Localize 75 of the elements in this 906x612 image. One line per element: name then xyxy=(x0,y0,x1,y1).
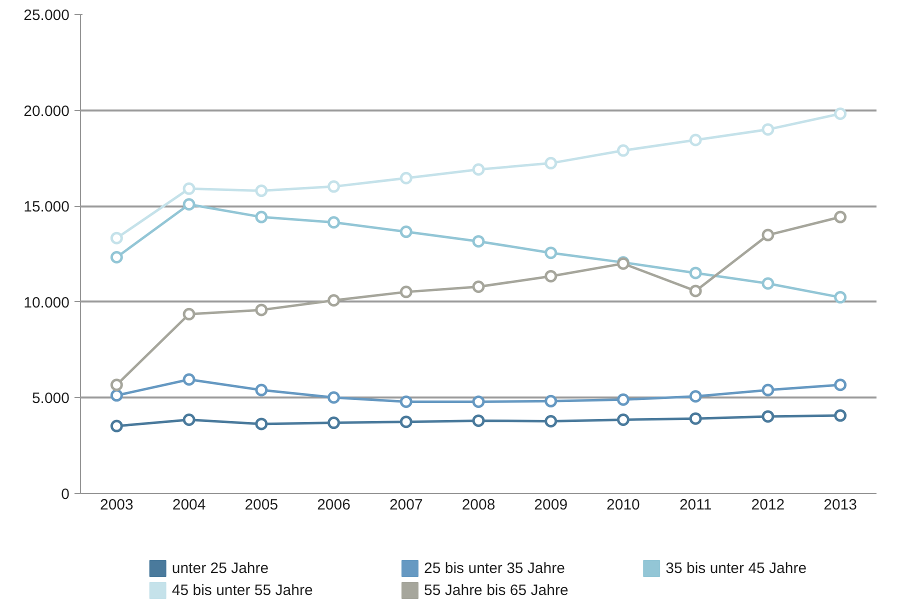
point xyxy=(255,418,268,430)
x-tick-label: 2007 xyxy=(389,496,423,514)
point xyxy=(328,416,340,430)
point xyxy=(110,378,123,392)
point xyxy=(182,373,196,386)
point xyxy=(544,246,558,260)
point xyxy=(182,308,196,320)
point xyxy=(544,156,558,170)
point xyxy=(255,304,268,316)
point xyxy=(834,210,847,224)
x-tick-label: 2008 xyxy=(462,496,496,514)
legend-label: unter 25 Jahre xyxy=(172,560,269,577)
x-tick-label: 2006 xyxy=(317,496,350,514)
y-tick-label: 15.000 xyxy=(24,198,70,216)
point xyxy=(110,420,123,432)
point xyxy=(400,226,412,238)
legend-label: 45 bis unter 55 Jahre xyxy=(172,582,313,599)
point xyxy=(834,409,847,422)
y-tick-label: 20.000 xyxy=(24,102,70,120)
point xyxy=(762,228,774,242)
point xyxy=(544,270,558,282)
point xyxy=(400,286,412,298)
point xyxy=(328,216,340,229)
point xyxy=(834,291,847,304)
point xyxy=(762,123,774,136)
point xyxy=(616,413,630,426)
point xyxy=(689,390,702,403)
point xyxy=(689,412,702,425)
point xyxy=(762,410,774,423)
point xyxy=(400,395,412,408)
point xyxy=(328,391,340,404)
x-tick-label: 2005 xyxy=(244,496,278,514)
legend-label: 35 bis unter 45 Jahre xyxy=(666,560,807,577)
point xyxy=(616,393,630,406)
point xyxy=(472,414,485,427)
point xyxy=(182,413,196,426)
point xyxy=(110,232,123,244)
point xyxy=(400,416,412,428)
point xyxy=(328,294,340,307)
point xyxy=(689,266,702,280)
y-tick-label: 0 xyxy=(61,486,70,503)
x-tick-label: 2009 xyxy=(534,496,568,514)
x-tick-label: 2011 xyxy=(679,496,712,514)
point xyxy=(544,394,558,408)
point xyxy=(255,384,268,396)
point xyxy=(255,210,268,224)
y-tick-label: 10.000 xyxy=(24,294,70,312)
point xyxy=(182,182,196,195)
point xyxy=(762,277,774,290)
point xyxy=(762,384,774,396)
point xyxy=(110,251,123,264)
point xyxy=(110,389,123,402)
x-tick-label: 2012 xyxy=(751,496,785,514)
point xyxy=(834,108,847,120)
point xyxy=(689,134,702,146)
point xyxy=(616,144,630,157)
point xyxy=(255,184,268,198)
x-tick-label: 2013 xyxy=(824,496,858,514)
point xyxy=(689,284,702,298)
point xyxy=(834,378,847,392)
point xyxy=(472,235,485,248)
legend-label: 55 Jahre bis 65 Jahre xyxy=(424,582,568,599)
legend-label: 25 bis unter 35 Jahre xyxy=(424,560,565,577)
point xyxy=(544,415,558,428)
point xyxy=(400,172,412,184)
point xyxy=(328,180,340,193)
x-tick-label: 2004 xyxy=(172,496,206,514)
y-tick-label: 5.000 xyxy=(32,390,70,408)
point xyxy=(472,163,485,176)
point xyxy=(472,395,485,408)
point xyxy=(472,280,485,294)
y-tick-label: 25.000 xyxy=(24,7,70,24)
x-tick-label: 2010 xyxy=(606,496,640,514)
point xyxy=(182,198,196,211)
x-tick-label: 2003 xyxy=(100,496,134,514)
